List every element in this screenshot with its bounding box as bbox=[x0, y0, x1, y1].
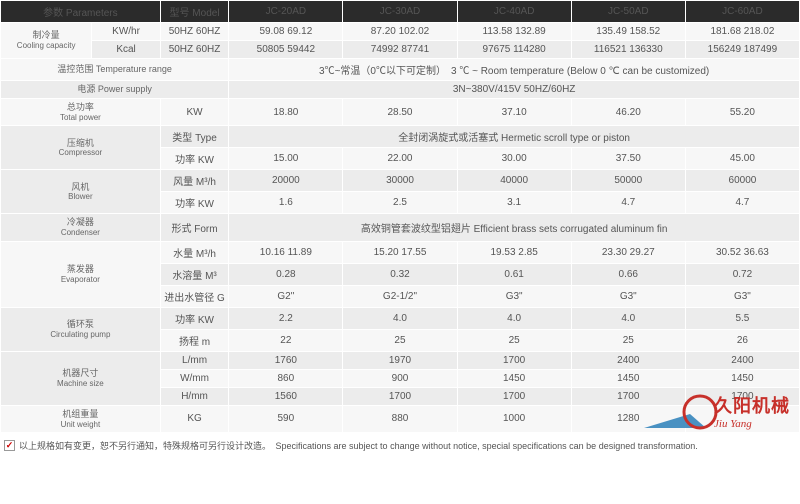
lbl-blower: 风机Blower bbox=[1, 170, 161, 214]
hdr-m2: JC-40AD bbox=[457, 1, 571, 23]
footnote: ✓ 以上规格如有变更，恕不另行通知，特殊规格可另行设计改造。 Specifica… bbox=[0, 433, 800, 454]
lbl-powersupply: 电源 Power supply bbox=[1, 81, 229, 99]
hdr-m3: JC-50AD bbox=[571, 1, 685, 23]
cooling-r1-0: 59.08 69.12 bbox=[229, 23, 343, 41]
lbl-temprange: 温控范围 Temperature range bbox=[1, 59, 229, 81]
val-powersupply: 3N~380V/415V 50HZ/60HZ bbox=[229, 81, 800, 99]
cooling-sub2: Kcal bbox=[92, 41, 160, 59]
hdr-m4: JC-60AD bbox=[685, 1, 799, 23]
check-icon: ✓ bbox=[4, 440, 15, 451]
val-temprange: 3℃~常温（0℃以下可定制） 3 ℃ ~ Room temperature (B… bbox=[229, 59, 800, 81]
lbl-condenser: 冷凝器Condenser bbox=[1, 214, 161, 241]
hdr-m0: JC-20AD bbox=[229, 1, 343, 23]
lbl-compressor: 压缩机Compressor bbox=[1, 126, 161, 170]
hdr-model: 型号 Model bbox=[160, 1, 228, 23]
lbl-cooling: 制冷量Cooling capacity bbox=[1, 23, 92, 59]
lbl-evaporator: 蒸发器Evaporator bbox=[1, 241, 161, 307]
hdr-params: 参数 Parameters bbox=[1, 1, 161, 23]
lbl-msize: 机器尺寸Machine size bbox=[1, 351, 161, 405]
lbl-totalpower: 总功率Total power bbox=[1, 99, 161, 126]
lbl-pump: 循环泵Circulating pump bbox=[1, 307, 161, 351]
lbl-weight: 机组重量Unit weight bbox=[1, 405, 161, 432]
footnote-text: 以上规格如有变更，恕不另行通知，特殊规格可另行设计改造。 Specificati… bbox=[19, 439, 698, 452]
cooling-sub1b: 50HZ 60HZ bbox=[160, 23, 228, 41]
spec-table: 参数 Parameters 型号 Model JC-20AD JC-30AD J… bbox=[0, 0, 800, 433]
hdr-m1: JC-30AD bbox=[343, 1, 457, 23]
cooling-sub1: KW/hr bbox=[92, 23, 160, 41]
